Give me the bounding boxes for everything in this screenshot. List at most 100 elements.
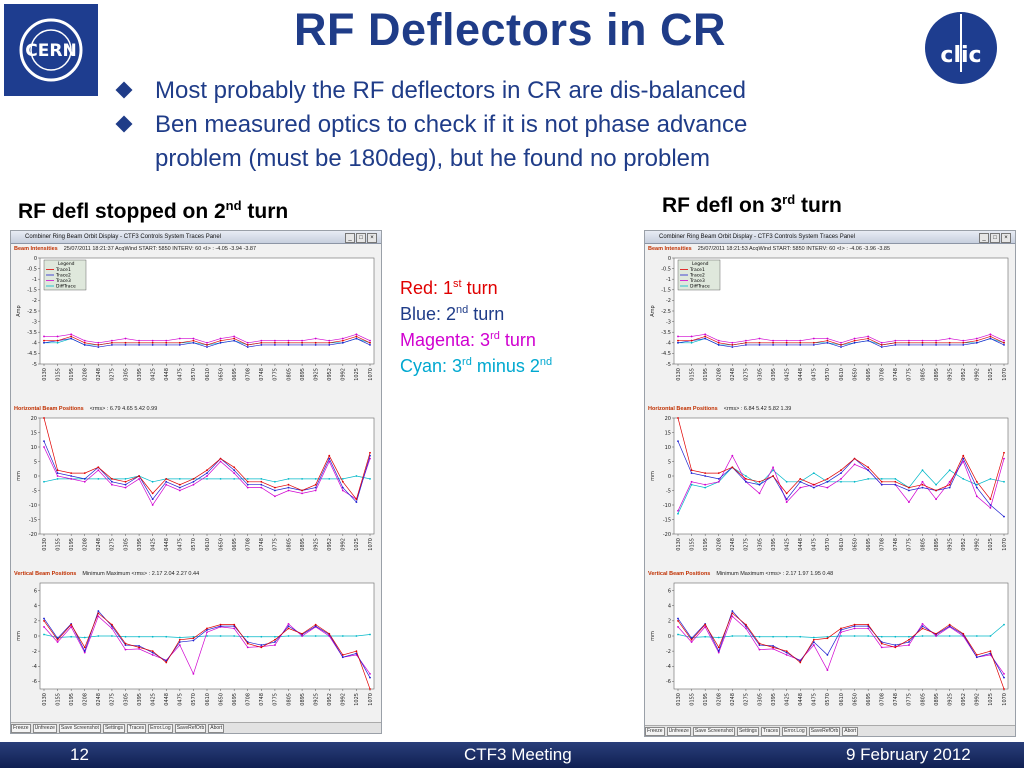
y-tick-label: -2.5: [27, 309, 37, 315]
data-point-trace1: [274, 341, 276, 344]
data-point-diff: [369, 478, 371, 480]
y-tick-label: 0: [668, 634, 671, 640]
data-point-trace2: [840, 472, 842, 474]
data-point-diff: [812, 636, 815, 639]
maximize-button[interactable]: □: [990, 233, 1000, 243]
legend-title: Legend: [692, 261, 709, 267]
y-tick-label: -3.5: [27, 330, 37, 336]
footer-date: 9 February 2012: [846, 745, 971, 764]
x-tick-label: 0695: [866, 538, 872, 551]
data-point-trace3: [328, 460, 331, 463]
x-tick-label: 0448: [164, 693, 170, 706]
data-point-trace1: [894, 480, 897, 483]
data-point-diff: [731, 635, 734, 637]
data-point-trace2: [165, 344, 168, 346]
data-point-diff: [287, 635, 290, 637]
data-point-trace2: [274, 344, 276, 346]
data-point-trace3: [840, 478, 842, 480]
panel-button-savereforb[interactable]: SaveRefOrb: [808, 727, 841, 736]
data-point-trace2: [717, 650, 720, 653]
y-tick-label: 6: [34, 588, 37, 594]
data-point-trace2: [826, 654, 829, 656]
data-point-trace1: [328, 341, 331, 344]
panel-button-settings[interactable]: Settings: [102, 724, 126, 733]
maximize-button[interactable]: □: [356, 233, 366, 243]
x-tick-label: 0448: [798, 693, 804, 706]
panel-button-error-log[interactable]: Error.Log: [148, 724, 173, 733]
data-point-diff: [233, 635, 236, 637]
x-tick-label: 0248: [730, 368, 736, 381]
caption-right: RF defl on 3rd turn: [662, 192, 842, 217]
data-point-trace1: [989, 650, 992, 653]
data-point-trace2: [799, 480, 802, 483]
data-point-trace1: [233, 623, 236, 626]
data-point-diff: [97, 478, 100, 480]
data-point-trace3: [43, 446, 45, 448]
panel-button-error-log[interactable]: Error.Log: [782, 727, 807, 736]
x-tick-label: 0208: [717, 368, 723, 381]
y-tick-label: -5: [666, 362, 671, 368]
panel-button-traces[interactable]: Traces: [127, 724, 147, 733]
data-point-trace1: [56, 469, 59, 472]
data-point-trace2: [840, 346, 842, 348]
data-point-trace3: [880, 646, 883, 649]
data-point-trace1: [287, 627, 290, 630]
data-point-trace2: [260, 644, 263, 646]
panel-button-abort[interactable]: Abort: [842, 727, 859, 736]
y-tick-label: 20: [31, 416, 37, 422]
data-point-trace1: [70, 335, 73, 338]
data-point-trace1: [867, 337, 870, 340]
data-point-trace2: [178, 641, 181, 643]
data-point-trace3: [758, 337, 761, 340]
panel-button-settings[interactable]: Settings: [736, 727, 760, 736]
panel-button-bar: Freeze Unfreeze Save Screenshot Settings Tra…: [11, 722, 381, 733]
panel-button-freeze[interactable]: Freeze: [11, 724, 31, 733]
data-point-trace1: [745, 341, 747, 344]
panel-button-traces[interactable]: Traces: [761, 727, 781, 736]
data-point-trace3: [799, 339, 802, 342]
data-point-trace1: [246, 344, 249, 346]
data-point-trace2: [328, 457, 331, 460]
x-tick-label: 0208: [717, 538, 723, 551]
diamond-bullet-icon: [115, 81, 133, 99]
data-point-diff: [341, 478, 344, 480]
data-point-trace1: [138, 475, 140, 477]
intensities-plot-area: [39, 257, 375, 365]
x-tick-label: 0208: [83, 538, 89, 551]
x-tick-label: 0130: [42, 693, 48, 706]
data-point-trace3: [921, 622, 924, 625]
data-point-diff: [867, 478, 870, 480]
minimize-button[interactable]: _: [345, 233, 355, 243]
minimize-button[interactable]: _: [979, 233, 989, 243]
data-point-trace2: [260, 344, 263, 346]
data-point-trace3: [745, 339, 747, 342]
x-tick-label: 0708: [246, 368, 252, 381]
vertical-section-label: Vertical Beam Positions Minimum Maximum <…: [648, 571, 833, 577]
panel-button-freeze[interactable]: Freeze: [645, 727, 665, 736]
close-button[interactable]: ×: [1001, 233, 1011, 243]
data-point-diff: [812, 472, 815, 474]
clic-logo-text: clic: [940, 43, 981, 68]
y-tick-label: -20: [29, 532, 37, 538]
panel-button-abort[interactable]: Abort: [208, 724, 225, 733]
panel-button-save-screenshot[interactable]: Save Screenshot: [692, 727, 735, 736]
y-tick-label: -5: [32, 362, 37, 368]
x-tick-label: 0425: [784, 368, 790, 381]
data-point-trace2: [962, 344, 965, 346]
data-point-trace2: [111, 344, 113, 346]
x-tick-label: 0155: [689, 538, 695, 551]
close-button[interactable]: ×: [367, 233, 377, 243]
panel-button-unfreeze[interactable]: Unfreeze: [32, 724, 57, 733]
legend-item: Trace1: [55, 267, 71, 273]
panel-button-save-screenshot[interactable]: Save Screenshot: [58, 724, 101, 733]
x-tick-label: 0895: [934, 368, 940, 381]
panel-button-unfreeze[interactable]: Unfreeze: [666, 727, 691, 736]
data-point-diff: [840, 480, 842, 483]
data-point-diff: [867, 635, 870, 637]
y-tick-label: 0: [34, 634, 37, 640]
data-point-diff: [274, 635, 276, 638]
data-point-trace3: [260, 486, 263, 489]
legend-item: Trace2: [55, 273, 71, 279]
panel-button-savereforb[interactable]: SaveRefOrb: [174, 724, 207, 733]
data-point-trace1: [83, 472, 86, 474]
